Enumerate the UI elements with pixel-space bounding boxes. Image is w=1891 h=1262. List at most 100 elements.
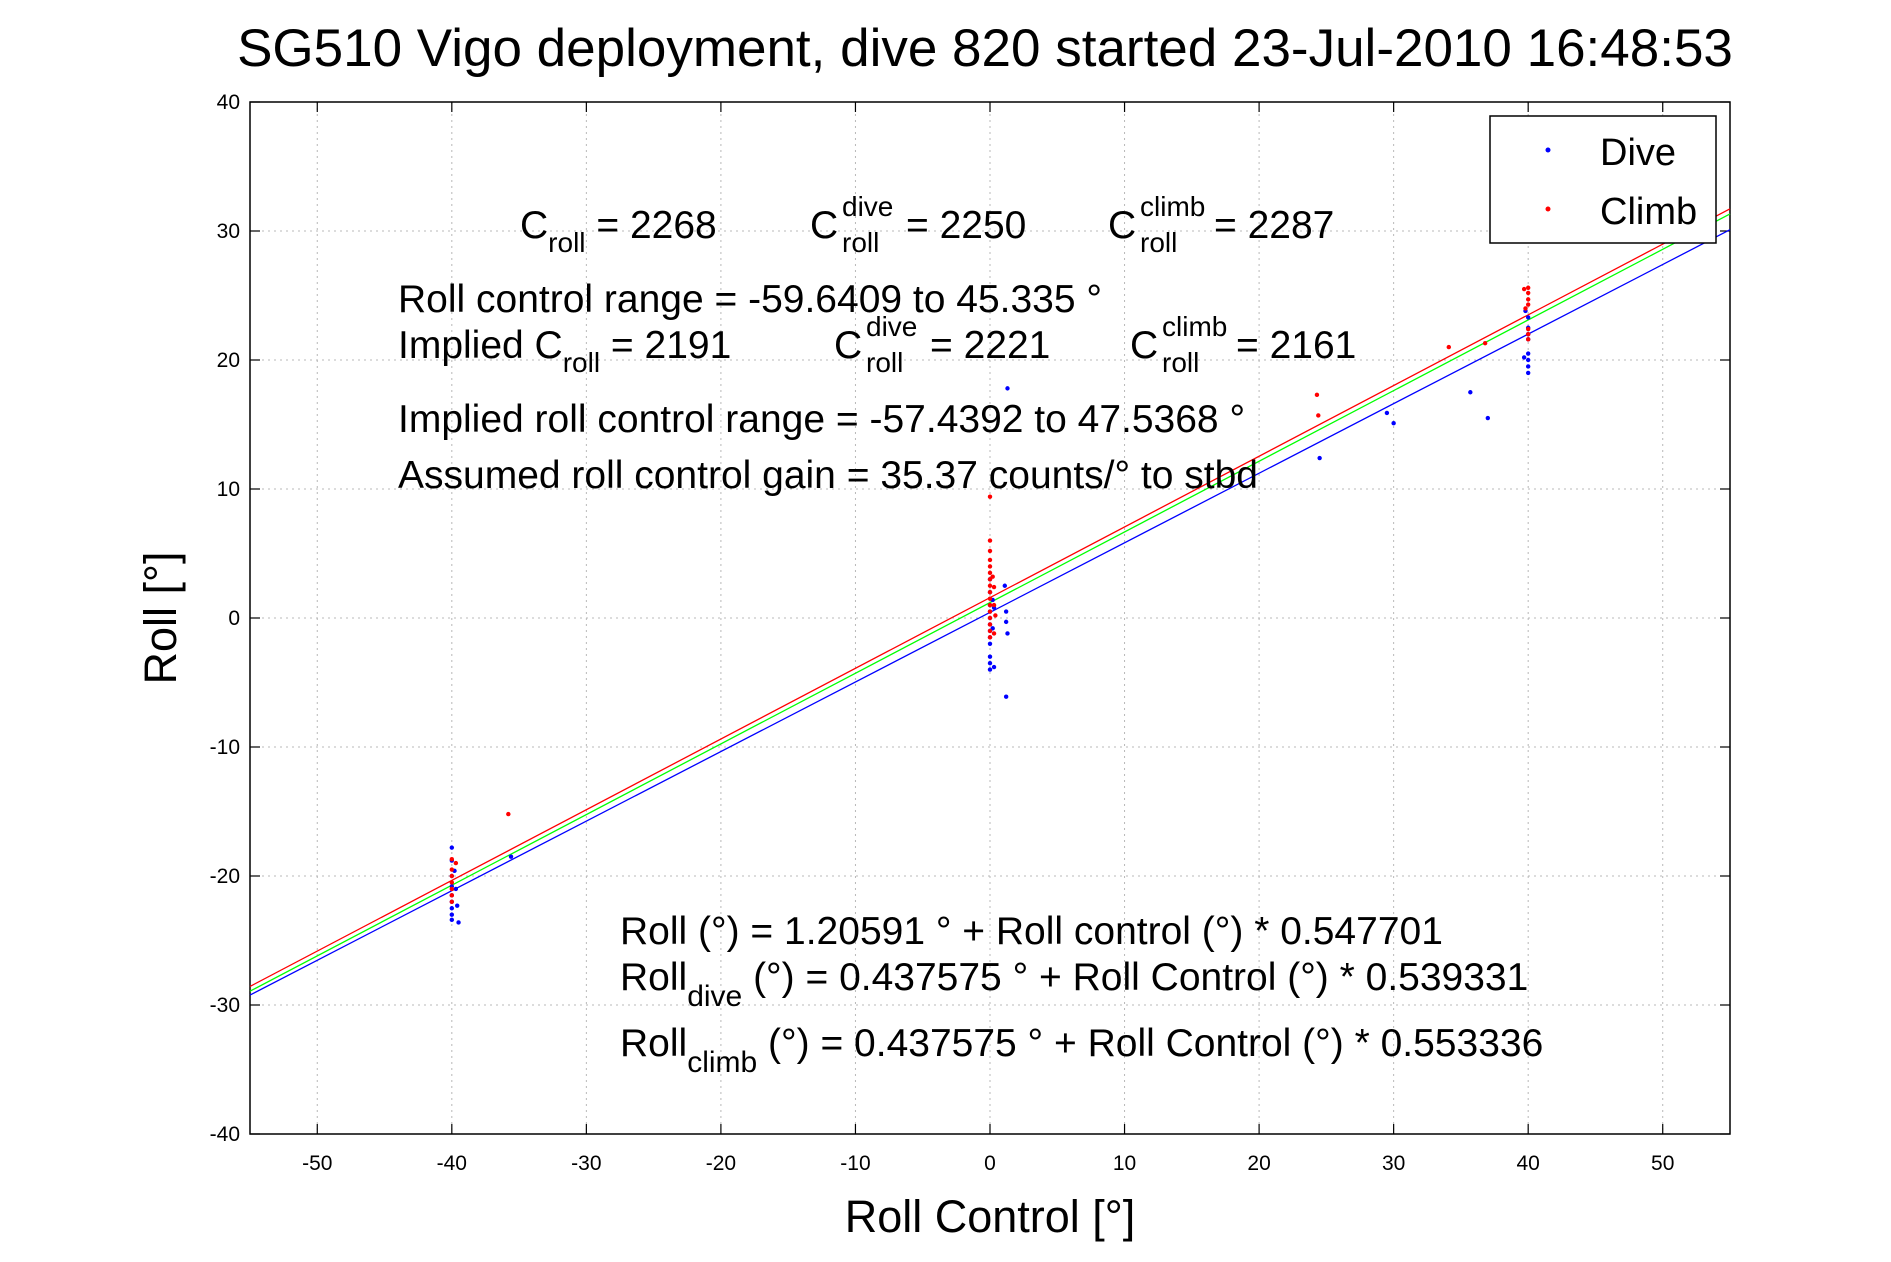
y-tick-label: 30: [217, 220, 240, 243]
dive-point: [456, 920, 461, 925]
croll-dive-subscript: roll: [842, 227, 879, 258]
x-tick-label: -20: [706, 1152, 736, 1175]
climb-point: [987, 602, 993, 608]
climb-point: [991, 602, 997, 608]
climb-point: [1446, 344, 1452, 350]
y-tick-label: 0: [228, 607, 240, 630]
implied-climb-value: = 2161: [1236, 324, 1356, 367]
dive-point: [991, 664, 997, 670]
dive-point: [1525, 351, 1531, 356]
croll-dive-superscript: dive: [842, 191, 893, 222]
croll-dive-value: = 2250: [906, 204, 1026, 247]
y-axis-label: Roll [°]: [135, 551, 186, 684]
implied-lead: Implied C: [398, 324, 563, 367]
climb-point: [987, 609, 993, 614]
dive-point: [449, 912, 455, 917]
climb-point: [987, 538, 993, 543]
dive-point: [455, 903, 460, 908]
climb-point: [987, 628, 993, 634]
legend-dive-label: Dive: [1600, 132, 1676, 174]
climb-point: [1314, 392, 1320, 398]
implied-subscript: roll: [563, 347, 600, 378]
x-tick-label: -40: [437, 1152, 467, 1175]
legend-climb-marker: [1545, 206, 1551, 212]
x-tick-label: 30: [1382, 1152, 1405, 1175]
climb-point: [987, 596, 993, 601]
dive-point: [1391, 421, 1396, 426]
data-points: [449, 285, 1531, 925]
annotation-implied-line: Implied Croll = 2191 C dive roll = 2221 …: [398, 311, 1356, 378]
dive-point: [1003, 694, 1009, 699]
y-tick-label: -30: [210, 994, 240, 1017]
gain-text: Assumed roll control gain = 35.37 counts…: [398, 454, 1258, 497]
climb-point: [987, 548, 993, 554]
implied-climb-symbol: C: [1130, 324, 1158, 367]
dive-point: [1525, 370, 1531, 376]
svg-text:Implied Croll = 2191: Implied Croll = 2191: [398, 324, 731, 378]
svg-text:C: C: [810, 204, 838, 247]
legend: Dive Climb: [1489, 115, 1717, 244]
climb-point: [1525, 290, 1531, 296]
climb-point: [987, 590, 993, 595]
climb-point: [449, 893, 455, 898]
climb-point: [1525, 302, 1531, 307]
axis-ticks: [250, 101, 1730, 1135]
dive-point: [453, 886, 459, 892]
dive-point: [1005, 631, 1010, 636]
fit-climb-text: Rollclimb (°) = 0.437575 ° + Roll Contro…: [620, 1022, 1543, 1079]
croll-subscript: roll: [548, 227, 585, 258]
legend-climb-label: Climb: [1600, 191, 1697, 233]
roll-control-range-text: Roll control range = -59.6409 to 45.335 …: [398, 278, 1102, 321]
x-tick-label: 20: [1247, 1152, 1270, 1175]
climb-point: [449, 857, 455, 862]
dive-point: [1468, 390, 1473, 395]
croll-climb-superscript: climb: [1140, 191, 1205, 222]
chart-title: SG510 Vigo deployment, dive 820 started …: [237, 19, 1733, 78]
climb-point: [987, 622, 993, 627]
climb-point: [987, 583, 993, 588]
climb-point: [987, 557, 993, 563]
svg-text:Croll = 2268: Croll = 2268: [520, 204, 717, 258]
climb-point: [990, 574, 995, 579]
dive-point: [449, 845, 455, 850]
dive-point: [1485, 415, 1491, 421]
x-tick-label: -50: [302, 1152, 332, 1175]
dive-point: [1005, 386, 1010, 391]
dive-point: [1521, 355, 1527, 360]
climb-point: [506, 811, 511, 817]
climb-point: [987, 570, 993, 576]
dive-point: [508, 854, 514, 859]
y-tick-label: -10: [210, 736, 240, 759]
climb-point: [1525, 297, 1531, 302]
implied-range-text: Implied roll control range = -57.4392 to…: [398, 398, 1245, 441]
climb-point: [991, 584, 997, 590]
climb-point: [1525, 285, 1531, 290]
dive-point: [987, 641, 993, 646]
x-tick-label: -30: [571, 1152, 601, 1175]
climb-point: [449, 899, 455, 904]
y-tick-label: 20: [217, 349, 240, 372]
croll-climb-subscript: roll: [1140, 227, 1177, 258]
y-tick-label: -20: [210, 865, 240, 888]
dive-point: [1002, 583, 1007, 588]
x-axis-label: Roll Control [°]: [845, 1191, 1136, 1242]
dive-point: [1525, 364, 1531, 369]
climb-point: [987, 615, 993, 621]
croll-symbol: C: [520, 204, 548, 247]
legend-box: [1489, 115, 1717, 244]
climb-point: [449, 873, 455, 879]
climb-point: [987, 564, 993, 569]
dive-point: [1317, 455, 1322, 461]
tick-labels: -50 -40 -30 -20 -10 0 10 20 30 40 50 -40 -30 -20 -10 0 1…: [210, 91, 1675, 1175]
x-tick-label: 10: [1113, 1152, 1136, 1175]
annotation-croll-line: Croll = 2268 C dive roll = 2250 C climb …: [520, 191, 1334, 258]
dive-point: [449, 906, 455, 911]
y-tick-label: 10: [217, 478, 240, 501]
climb-point: [987, 635, 993, 640]
dive-point: [987, 667, 993, 672]
x-tick-label: 50: [1651, 1152, 1674, 1175]
x-tick-label: 0: [984, 1152, 996, 1175]
implied-value: = 2191: [600, 324, 731, 367]
climb-point: [449, 886, 455, 892]
